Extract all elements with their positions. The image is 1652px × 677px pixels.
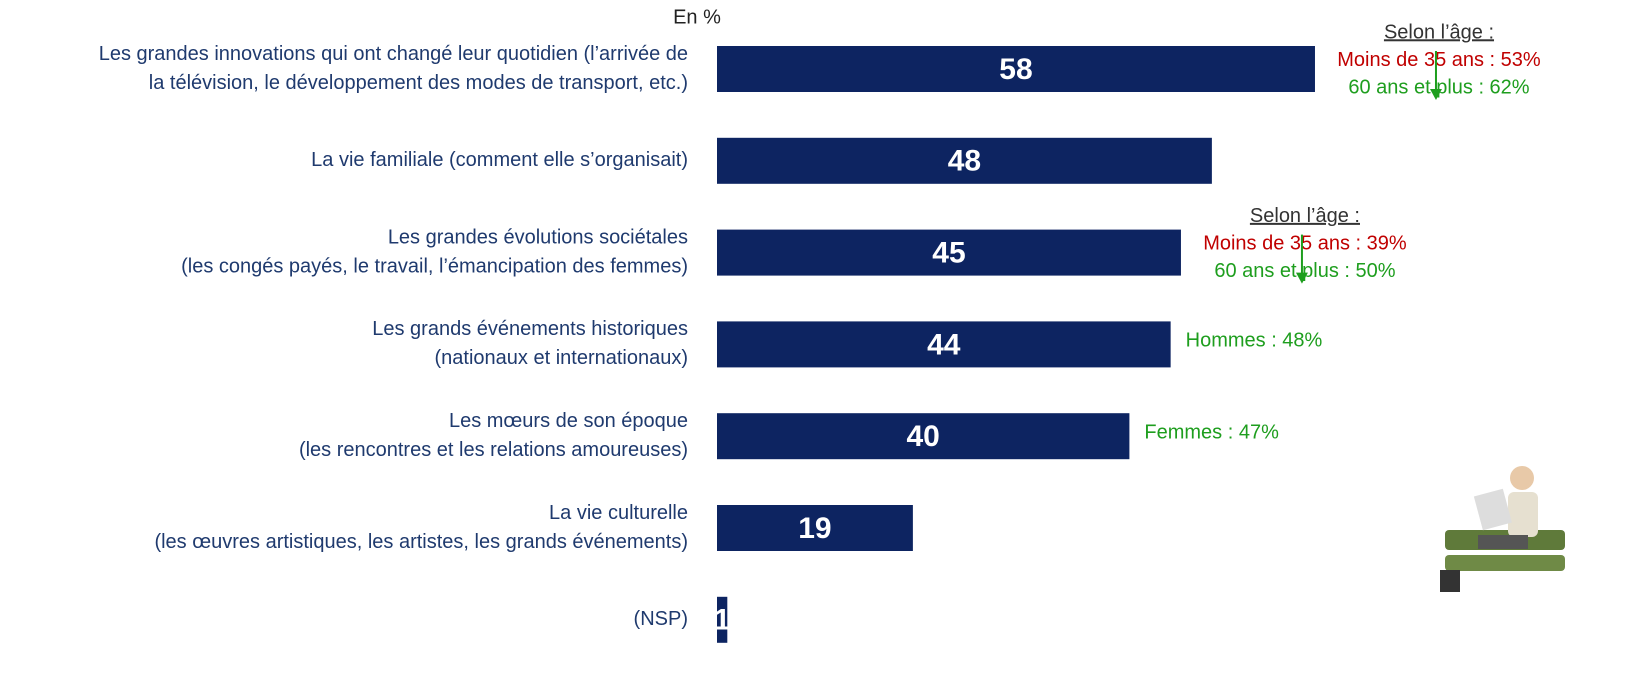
category-label: Les mœurs de son époque	[449, 410, 688, 432]
annotation: 60 ans et plus : 50%	[1214, 260, 1395, 282]
category-label: la télévision, le développement des mode…	[149, 72, 688, 94]
bar	[717, 321, 1171, 368]
category-label: Les grandes innovations qui ont changé l…	[99, 43, 688, 65]
arrow-head	[1295, 272, 1308, 284]
value-label: 44	[927, 328, 961, 361]
bar	[717, 505, 913, 551]
annotation: Femmes : 47%	[1144, 421, 1279, 443]
annotation: Selon l’âge :	[1384, 21, 1494, 43]
bar	[717, 229, 1181, 276]
annotation: Selon l’âge :	[1250, 205, 1360, 227]
category-label: (les congés payés, le travail, l’émancip…	[181, 255, 688, 277]
category-label: (les œuvres artistiques, les artistes, l…	[154, 531, 688, 553]
value-label: 45	[932, 237, 965, 270]
bar	[717, 413, 1130, 460]
category-label: Les grandes évolutions sociétales	[388, 226, 688, 248]
value-label: 58	[999, 53, 1032, 86]
unit-label: En %	[673, 6, 721, 28]
category-label: La vie culturelle	[549, 502, 688, 524]
annotation: Moins de 35 ans : 39%	[1203, 232, 1407, 254]
category-label: (NSP)	[634, 608, 688, 630]
category-label: La vie familiale (comment elle s’organis…	[311, 149, 688, 171]
annotation: Moins de 35 ans : 53%	[1337, 49, 1541, 71]
arrow-head	[1429, 89, 1442, 100]
annotation: 60 ans et plus : 62%	[1348, 76, 1529, 98]
bar	[717, 46, 1315, 92]
annotation: Hommes : 48%	[1186, 330, 1323, 352]
value-label: 48	[948, 145, 981, 178]
bar	[717, 137, 1212, 184]
illustration	[1440, 466, 1565, 592]
bar	[717, 596, 728, 643]
category-label: (nationaux et internationaux)	[435, 347, 689, 369]
value-label: 19	[798, 512, 831, 545]
category-label: (les rencontres et les relations amoureu…	[299, 439, 688, 461]
value-label: 1	[714, 604, 731, 637]
category-label: Les grands événements historiques	[372, 318, 688, 340]
value-label: 40	[907, 420, 940, 453]
